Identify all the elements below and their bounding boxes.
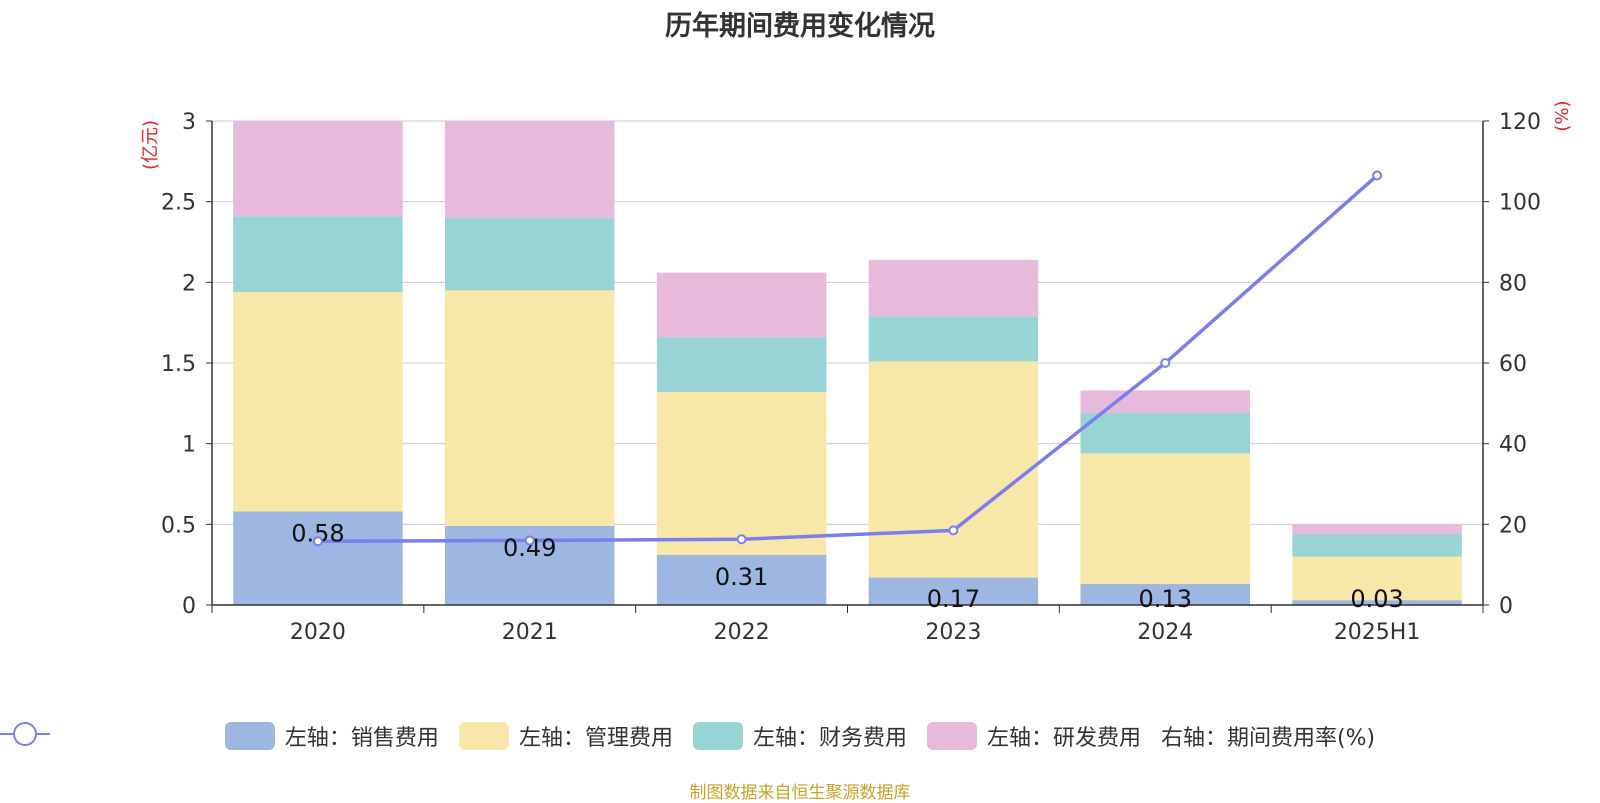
bar-segment [656,337,827,393]
x-tick-label: 2023 [925,620,981,645]
bar-segment [656,392,827,555]
bar-segment [445,290,615,526]
x-tick-label: 2022 [714,620,770,645]
y-left-tick-label: 3 [182,110,196,135]
legend: 左轴：销售费用 左轴：管理费用 左轴：财务费用 左轴：研发费用 右轴：期间费用率… [0,720,1600,752]
bar-segment [233,511,403,605]
y-right-tick-label: 100 [1499,191,1541,216]
x-tick-label: 2021 [502,620,558,645]
sales-data-label: 0.17 [927,585,980,613]
legend-swatch-rnd [926,722,977,750]
y-right-tick-label: 40 [1499,433,1527,458]
bar-segment [1080,413,1250,454]
bar-segment [868,361,1039,578]
y-left-tick-label: 0.5 [161,513,196,538]
y-right-tick-label: 20 [1499,513,1527,538]
legend-item-finance[interactable]: 左轴：财务费用 [692,720,907,752]
bar-segment [1080,584,1250,605]
sales-data-label: 0.31 [715,563,768,591]
legend-item-sales[interactable]: 左轴：销售费用 [224,720,439,752]
legend-swatch-finance [692,722,743,750]
y-left-tick-label: 1 [182,433,196,458]
y-left-unit-label: (亿元) [140,120,161,170]
legend-item-rnd[interactable]: 左轴：研发费用 [926,720,1141,752]
legend-item-admin[interactable]: 左轴：管理费用 [458,720,673,752]
y-left-tick-label: 2.5 [161,191,196,216]
bar-segment [1292,600,1462,605]
legend-label-rate: 右轴：期间费用率(%) [1160,726,1376,751]
y-right-tick-label: 120 [1499,110,1541,135]
rate-point [736,534,747,545]
legend-item-rate[interactable]: 右轴：期间费用率(%) [0,720,1376,752]
bar-segment [656,272,827,338]
legend-label-admin: 左轴：管理费用 [518,726,673,751]
rate-point [1372,170,1383,181]
bar-segment [445,217,615,291]
sales-data-label: 0.13 [1139,585,1192,613]
rate-point [524,535,535,546]
legend-swatch-admin [458,722,509,750]
x-tick-label: 2020 [290,620,346,645]
bar-segment [656,554,827,605]
legend-label-finance: 左轴：财务费用 [752,726,907,751]
x-tick-label: 2024 [1137,620,1193,645]
legend-label-rnd: 左轴：研发费用 [986,726,1141,751]
y-right-tick-label: 80 [1499,271,1527,296]
legend-line-swatch-rate [0,722,50,746]
bar-segment [1292,556,1462,601]
y-left-tick-label: 2 [182,271,196,296]
y-right-tick-label: 0 [1499,594,1513,619]
y-right-unit-label: (%) [1552,100,1573,131]
source-note: 制图数据来自恒生聚源数据库 [689,783,911,803]
bar-segment [233,121,403,217]
chart-title: 历年期间费用变化情况 [665,11,935,42]
bar-segment [1080,453,1250,585]
y-right-tick-label: 60 [1499,352,1527,377]
bar-segment [445,121,615,218]
y-left-tick-label: 1.5 [161,352,196,377]
rate-line [317,174,1379,544]
y-left-tick-label: 0 [182,594,196,619]
bar-segment [1292,524,1462,535]
legend-swatch-sales [224,722,275,750]
bar-segment [233,292,403,512]
bar-segment [233,216,403,293]
bar-segment [868,259,1039,317]
rate-point [1160,358,1171,368]
sales-data-label: 0.03 [1350,585,1403,613]
rate-point [948,525,959,536]
bar-segment [868,577,1039,605]
x-tick-label: 2025H1 [1334,620,1421,645]
bar-segment [868,316,1039,362]
legend-label-sales: 左轴：销售费用 [284,726,439,751]
rate-point [312,536,323,547]
bar-segment [1292,534,1462,557]
chart-canvas: 0 0.5 1 1.5 2 2.5 3 0 20 40 60 80 100 120 (亿元) (%) 2020 2… [140,100,1573,645]
